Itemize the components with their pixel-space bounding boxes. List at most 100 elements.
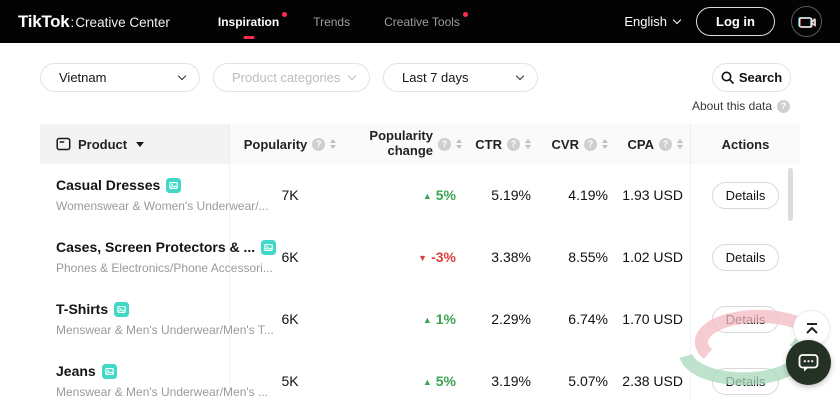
help-icon: ?: [777, 99, 790, 113]
cvr-cell: 4.19%: [568, 187, 608, 203]
product-categories-select[interactable]: Product categories: [213, 63, 370, 92]
search-label: Search: [738, 70, 783, 85]
product-category: Menswear & Men's Underwear/Men's T...: [56, 323, 274, 337]
popularity-cell: 6K: [281, 311, 299, 327]
video-preview-icon[interactable]: [261, 239, 277, 255]
product-category: Phones & Electronics/Phone Accessori...: [56, 261, 273, 275]
cvr-cell: 6.74%: [568, 311, 608, 327]
video-preview-icon[interactable]: [101, 363, 117, 379]
language-label: English: [624, 14, 667, 29]
trend-value: 1%: [423, 311, 456, 327]
back-to-top-icon: [805, 322, 818, 334]
nav-item-inspiration[interactable]: Inspiration: [218, 11, 288, 39]
trend-value: 5%: [423, 373, 456, 389]
trending-products-table: Product Popularity ? Popularity change ? …: [40, 124, 800, 400]
category-placeholder: Product categories: [232, 70, 341, 85]
help-icon: ?: [507, 137, 520, 151]
column-header-popularity[interactable]: Popularity ?: [230, 124, 350, 164]
details-button[interactable]: Details: [711, 305, 780, 333]
details-button[interactable]: Details: [711, 181, 780, 209]
header-label: CTR: [475, 136, 502, 152]
sort-icon[interactable]: [677, 139, 683, 149]
filter-bar: Vietnam Product categories Last 7 days: [40, 63, 538, 92]
cpa-cell: 1.70 USD: [622, 311, 683, 327]
column-header-ctr[interactable]: CTR ?: [470, 124, 545, 164]
search-icon: [721, 71, 734, 84]
chevron-down-icon: [672, 15, 682, 25]
cpa-cell: 1.02 USD: [622, 249, 683, 265]
notification-dot: [462, 11, 468, 17]
trend-value: -3%: [418, 249, 456, 265]
ctr-cell: 5.19%: [491, 187, 531, 203]
product-category: Womenswear & Women's Underwear/...: [56, 199, 269, 213]
about-this-data-link[interactable]: About this data ?: [692, 99, 790, 113]
sort-icon[interactable]: [602, 139, 608, 149]
product-name: Casual Dresses: [56, 177, 161, 193]
header-label: CVR: [551, 136, 579, 152]
nav-label: Creative Tools: [384, 14, 460, 29]
table-row[interactable]: Jeans Menswear & Men's Underwear/Men's .…: [40, 350, 800, 400]
actions-cell: Details: [690, 350, 800, 400]
header-label: Popularity: [243, 136, 308, 152]
details-button[interactable]: Details: [711, 367, 780, 395]
tiktok-creative-center-logo[interactable]: TikTok: Creative Center: [18, 12, 170, 32]
region-select[interactable]: Vietnam: [40, 63, 200, 92]
table-row[interactable]: T-Shirts Menswear & Men's Underwear/Men'…: [40, 288, 800, 350]
details-button[interactable]: Details: [711, 243, 780, 271]
vertical-scrollbar[interactable]: [788, 168, 793, 221]
product-name: Jeans: [56, 363, 96, 379]
search-button[interactable]: Search: [712, 63, 791, 92]
help-icon: ?: [438, 137, 451, 151]
brand-name: TikTok: [18, 11, 70, 31]
actions-cell: Details: [690, 226, 800, 288]
sort-icon[interactable]: [330, 139, 337, 149]
column-header-cpa[interactable]: CPA ?: [622, 124, 690, 164]
help-icon: ?: [659, 137, 672, 151]
video-preview-icon[interactable]: [114, 301, 130, 317]
language-selector[interactable]: English: [624, 14, 682, 29]
cpa-cell: 2.38 USD: [622, 373, 683, 389]
column-header-cvr[interactable]: CVR ?: [545, 124, 622, 164]
video-preview-icon[interactable]: [166, 177, 182, 193]
help-icon: ?: [312, 137, 326, 151]
nav-label: Trends: [313, 14, 351, 29]
table-row[interactable]: Cases, Screen Protectors & ... Phones & …: [40, 226, 800, 288]
ctr-cell: 3.19%: [491, 373, 531, 389]
table-header-row: Product Popularity ? Popularity change ? …: [40, 124, 800, 164]
camera-button[interactable]: [791, 6, 822, 37]
product-column-icon: [56, 137, 71, 151]
table-row[interactable]: Casual Dresses Womenswear & Women's Unde…: [40, 164, 800, 226]
nav-item-creative-tools[interactable]: Creative Tools: [384, 11, 468, 29]
date-range-select[interactable]: Last 7 days: [383, 63, 538, 92]
product-cell[interactable]: Jeans Menswear & Men's Underwear/Men's .…: [40, 350, 268, 400]
ctr-cell: 3.38%: [491, 249, 531, 265]
header-label: Product: [78, 136, 128, 152]
nav-item-trends[interactable]: Trends: [313, 15, 350, 29]
popularity-change-cell: 1%: [350, 288, 470, 350]
popularity-change-cell: -3%: [350, 226, 470, 288]
sort-icon[interactable]: [456, 139, 462, 149]
chat-support-button[interactable]: [786, 340, 831, 385]
logo-separator: :: [70, 13, 75, 30]
column-header-actions: Actions: [690, 124, 800, 164]
login-button[interactable]: Log in: [696, 7, 775, 36]
logo-suffix: Creative Center: [75, 14, 170, 30]
product-cell[interactable]: Cases, Screen Protectors & ... Phones & …: [40, 226, 277, 288]
column-header-product[interactable]: Product: [40, 124, 230, 164]
actions-cell: Details: [690, 164, 800, 226]
chevron-down-icon: [177, 71, 187, 81]
product-cell[interactable]: Casual Dresses Womenswear & Women's Unde…: [40, 164, 269, 226]
chat-bubble-icon: [798, 353, 819, 371]
popularity-cell: 5K: [281, 373, 299, 389]
cvr-cell: 5.07%: [568, 373, 608, 389]
date-range-value: Last 7 days: [402, 70, 469, 85]
help-icon: ?: [584, 137, 597, 151]
sort-icon[interactable]: [525, 139, 531, 149]
active-tab-underline: [243, 35, 255, 39]
product-cell[interactable]: T-Shirts Menswear & Men's Underwear/Men'…: [40, 288, 274, 350]
top-navigation-bar: TikTok: Creative Center Inspiration Trend…: [0, 0, 840, 43]
popularity-cell: 6K: [281, 249, 299, 265]
column-header-popularity-change[interactable]: Popularity change ?: [350, 124, 470, 164]
popularity-change-cell: 5%: [350, 350, 470, 400]
